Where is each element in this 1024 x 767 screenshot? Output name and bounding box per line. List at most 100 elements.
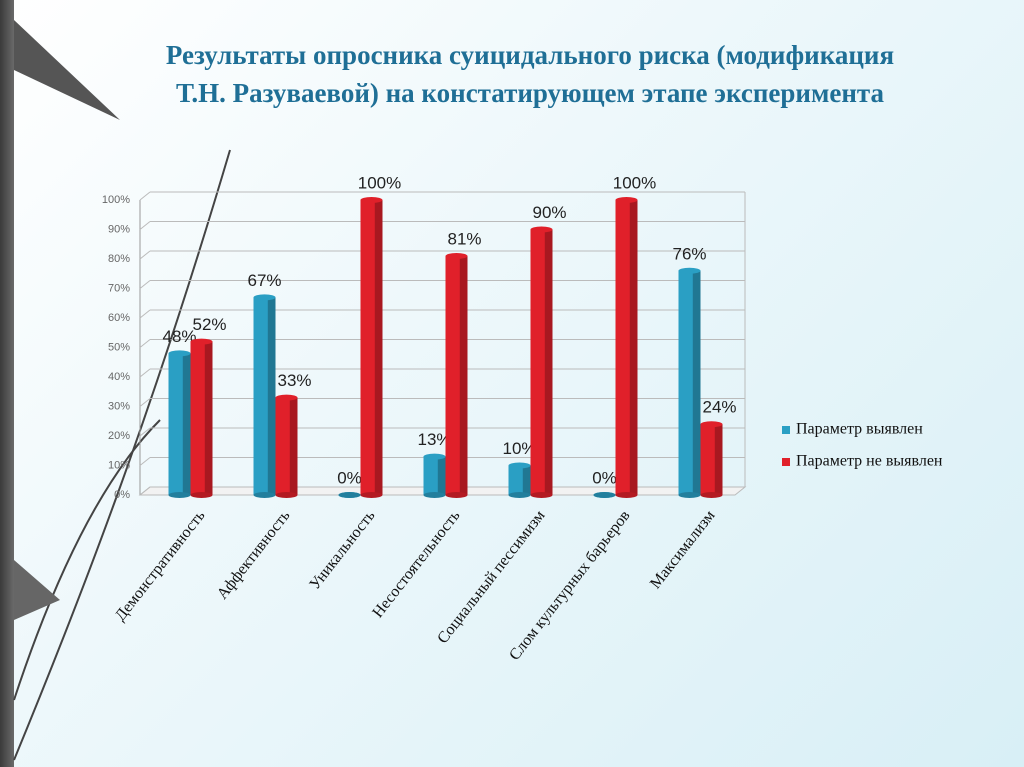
data-label: 52%: [192, 315, 226, 334]
bar-shade: [692, 270, 701, 495]
bar-bottom: [423, 492, 446, 498]
bar: [423, 453, 446, 498]
grid-line: [139, 398, 151, 407]
data-label: 13%: [417, 430, 451, 449]
bar: [530, 226, 553, 498]
y-tick-label: 40%: [108, 371, 130, 383]
data-label: 0%: [592, 468, 617, 487]
bar-bottom: [168, 492, 191, 498]
grid-line: [139, 486, 151, 496]
bar-bottom: [615, 492, 638, 498]
bar: [615, 197, 638, 498]
grid-line: [139, 339, 151, 348]
data-label: 100%: [358, 173, 401, 192]
bar-shade: [267, 297, 276, 495]
legend-label: Параметр выявлен: [796, 421, 923, 438]
bar-shade: [289, 397, 298, 495]
legend-label: Параметр не выявлен: [796, 453, 943, 470]
bar: [168, 350, 191, 498]
bar-top: [508, 462, 531, 469]
data-label: 24%: [702, 398, 736, 417]
grid-line: [139, 457, 151, 466]
bar-bottom: [338, 492, 361, 498]
data-label: 10%: [502, 439, 536, 458]
bar-top: [678, 267, 701, 274]
y-tick-label: 30%: [108, 400, 130, 412]
bar-bottom: [190, 492, 213, 498]
bar-shade: [522, 465, 531, 495]
bar-shade: [544, 229, 553, 495]
data-label: 100%: [613, 173, 656, 192]
grid-line: [139, 368, 151, 378]
x-tick-label: Аффективность: [214, 507, 294, 602]
y-tick-label: 80%: [108, 253, 130, 265]
bar: [593, 492, 616, 498]
bar-bottom: [530, 492, 553, 498]
bar-bottom: [593, 492, 616, 498]
bar-top: [700, 421, 723, 428]
bar-top: [360, 197, 383, 203]
grid-line: [139, 427, 151, 437]
bar: [275, 394, 298, 498]
bar-shade: [459, 256, 468, 495]
legend-swatch: [782, 426, 790, 434]
bar-top: [530, 226, 553, 233]
x-tick-label: Уникальность: [306, 507, 378, 593]
grid-line: [139, 280, 151, 289]
bar-shade: [374, 200, 383, 495]
bar-top: [423, 453, 446, 460]
grid-line: [139, 250, 151, 260]
bar: [678, 267, 701, 498]
chart-title: Результаты опросника суицидального риска…: [165, 40, 895, 108]
bar-bottom: [508, 492, 531, 498]
data-label: 33%: [277, 371, 311, 390]
bar: [190, 338, 213, 498]
grid-line: [139, 309, 151, 319]
bar-bottom: [700, 492, 723, 498]
data-label: 76%: [672, 244, 706, 263]
y-tick-label: 50%: [108, 341, 130, 353]
bar-shade: [182, 353, 191, 495]
legend-swatch: [782, 458, 790, 466]
grid-line: [139, 221, 151, 230]
bar-top: [445, 253, 468, 260]
side-strip: [0, 0, 14, 767]
bar-shade: [714, 424, 723, 495]
bar-bottom: [253, 492, 276, 498]
bar-top: [168, 350, 191, 357]
x-tick-label: Несостоятельность: [369, 507, 463, 621]
bar: [445, 253, 468, 498]
bar-top: [615, 197, 638, 203]
data-label: 67%: [247, 271, 281, 290]
bar: [360, 197, 383, 498]
x-tick-label: Максимализм: [647, 507, 719, 592]
data-label: 81%: [447, 230, 481, 249]
data-label: 90%: [532, 203, 566, 222]
y-tick-label: 20%: [108, 430, 130, 442]
bar-top: [190, 338, 213, 345]
bar-top: [253, 294, 276, 301]
bar: [253, 294, 276, 498]
bar-bottom: [678, 492, 701, 498]
y-tick-label: 100%: [102, 194, 130, 206]
bar: [338, 492, 361, 498]
bar-bottom: [445, 492, 468, 498]
y-tick-label: 0%: [114, 489, 130, 501]
bar: [700, 421, 723, 498]
bar-shade: [629, 200, 638, 495]
y-tick-label: 10%: [108, 459, 130, 471]
bar-shade: [437, 456, 446, 495]
bar-bottom: [360, 492, 383, 498]
y-tick-label: 70%: [108, 282, 130, 294]
bar: [508, 462, 531, 498]
data-label: 0%: [337, 468, 362, 487]
decoration: [13, 20, 231, 761]
y-tick-label: 90%: [108, 223, 130, 235]
bar-bottom: [275, 492, 298, 498]
grid-line: [139, 191, 151, 201]
bar-top: [275, 394, 298, 401]
bar-shade: [204, 341, 213, 495]
x-tick-label: Демонстративность: [112, 507, 209, 624]
